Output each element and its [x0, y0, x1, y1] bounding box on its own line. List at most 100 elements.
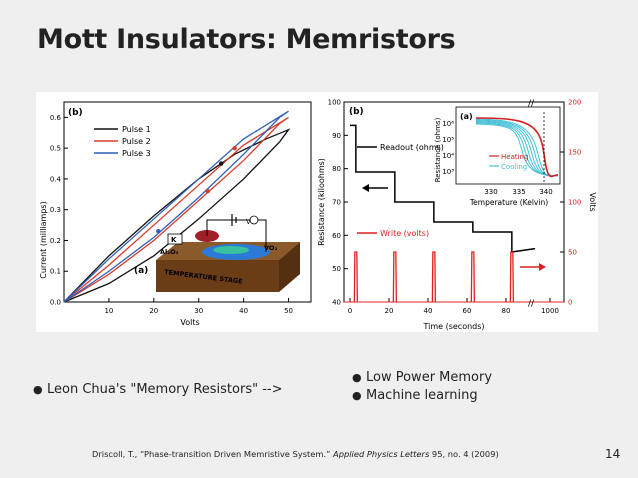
- legend-label-readout: Readout (ohms): [380, 143, 444, 152]
- bullet-item: ● Low Power Memory: [352, 368, 492, 386]
- res-y2-axis-label: Volts: [588, 192, 597, 211]
- bullet-dot-icon: ●: [352, 388, 362, 402]
- axis-break-top: //: [528, 99, 535, 109]
- bullet-dot-icon: ●: [352, 370, 362, 384]
- bullet-list-right: ● Low Power Memory ● Machine learning: [352, 368, 492, 404]
- device-inset: K V Al₂O₃ VO₂ TEMPERATURE STAGE (a): [134, 214, 300, 292]
- temp-inset-ytick-4: 10³: [442, 168, 454, 176]
- res-y-axis-label: Resistance (kiloohms): [317, 158, 326, 246]
- y-tick-label: 0.6: [50, 114, 62, 122]
- temp-inset-xtick-3: 340: [539, 188, 552, 196]
- iv-x-ticks: 10 20 30 40 50: [104, 298, 293, 315]
- bullet-text: Leon Chua's "Memory Resistors" -->: [47, 381, 283, 397]
- inset-label-vo2: VO₂: [264, 244, 277, 252]
- legend-label-pulse3: Pulse 3: [122, 149, 151, 158]
- y-tick-label: 0.2: [50, 237, 61, 245]
- y-tick-label: 100: [328, 99, 341, 107]
- direction-arrow-icon: [232, 145, 237, 151]
- axis-break-bottom: //: [528, 299, 535, 309]
- axis-break-marks: // //: [528, 99, 535, 309]
- inset-label-k: K: [171, 236, 177, 244]
- temp-inset-y-label: Resistance (ohms): [434, 117, 442, 182]
- direction-arrow-icon: [218, 161, 224, 166]
- temp-inset-panel-label: (a): [460, 112, 473, 121]
- y2-tick-label: 0: [568, 299, 572, 307]
- inset-label-al2o3: Al₂O₃: [160, 248, 179, 256]
- x-tick-label: 60: [463, 307, 472, 315]
- y-tick-label: 0.1: [50, 268, 61, 276]
- stage-side: [279, 242, 300, 292]
- x-tick-label: 1000: [541, 307, 559, 315]
- y-tick-label: 0.4: [50, 175, 62, 183]
- x-tick-label: 40: [424, 307, 433, 315]
- vo2-film-detail: [213, 246, 249, 254]
- iv-chart: (b) Volts Current (milliamps) 10 20 30 40 50…: [39, 101, 312, 327]
- res-y-ticks: 40 50 60 70 80 90 100: [328, 99, 348, 307]
- y2-tick-label: 200: [568, 99, 581, 107]
- y2-tick-label: 50: [568, 249, 577, 257]
- series-line-pulse2: [63, 116, 289, 303]
- y-tick-label: 40: [332, 299, 341, 307]
- x-tick-label: 50: [284, 307, 293, 315]
- direction-arrow-icon: [156, 229, 161, 234]
- series-line-pulse3: [63, 110, 289, 303]
- bullet-text: Low Power Memory: [366, 369, 493, 385]
- ammeter-icon: [249, 215, 259, 225]
- write-pulse: [470, 251, 475, 303]
- citation-journal: Applied Physics Letters: [333, 449, 430, 459]
- slide-title: Mott Insulators: Memristors: [37, 24, 456, 55]
- legend-label-heating: Heating: [501, 153, 528, 161]
- x-tick-label: 10: [104, 307, 113, 315]
- write-pulse: [431, 251, 436, 303]
- stage-front: [156, 260, 279, 292]
- x-tick-label: 40: [239, 307, 248, 315]
- iv-panel-label: (b): [68, 108, 83, 118]
- cooling-curve: [475, 123, 559, 177]
- series-line-pulse1: [63, 128, 291, 303]
- citation: Driscoll, T., “Phase-transition Driven M…: [92, 449, 499, 459]
- y-tick-label: 90: [332, 132, 341, 140]
- y-tick-label: 0.5: [50, 145, 61, 153]
- resistance-chart: (b) Time (seconds) Resistance (kiloohms)…: [317, 99, 597, 332]
- write-pulse: [353, 251, 358, 303]
- write-pulse: [392, 251, 397, 303]
- res-series: [344, 124, 564, 303]
- inset-panel-label: (a): [134, 266, 148, 276]
- legend-label-write: Write (volts): [380, 229, 429, 238]
- iv-series: [63, 110, 291, 303]
- x-tick-label: 20: [385, 307, 394, 315]
- citation-prefix: Driscoll, T., “Phase-transition Driven M…: [92, 449, 334, 459]
- y2-tick-label: 100: [568, 199, 581, 207]
- citation-suffix: 95, no. 4 (2009): [429, 449, 499, 459]
- res-x-axis-label: Time (seconds): [422, 322, 484, 331]
- inset-label-v: V: [246, 218, 251, 226]
- x-tick-label: 20: [149, 307, 158, 315]
- series-line-readout: [350, 124, 536, 253]
- bullet-item: ● Leon Chua's "Memory Resistors" -->: [33, 380, 282, 398]
- legend-label-cooling: Cooling: [501, 163, 527, 171]
- x-tick-label: 0: [348, 307, 352, 315]
- temp-inset-xtick-1: 330: [484, 188, 497, 196]
- write-pulse: [509, 251, 514, 303]
- bullet-dot-icon: ●: [33, 382, 43, 396]
- res-x-ticks: 0 20 40 60 80 1000: [348, 298, 559, 315]
- page-number: 14: [605, 447, 621, 461]
- y-tick-label: 0.3: [50, 206, 61, 214]
- iv-legend: Pulse 1 Pulse 2 Pulse 3: [94, 125, 151, 158]
- left-arrow-icon: [362, 184, 388, 192]
- x-tick-label: 80: [502, 307, 511, 315]
- temp-inset-ytick-1: 10⁶: [442, 120, 454, 128]
- iv-y-axis-label: Current (milliamps): [39, 201, 48, 278]
- iv-x-axis-label: Volts: [180, 318, 199, 327]
- y-tick-label: 60: [332, 232, 341, 240]
- temperature-inset: (a) Temperature (Kelvin) Resistance (ohm…: [434, 106, 561, 207]
- legend-label-pulse1: Pulse 1: [122, 125, 151, 134]
- y-tick-label: 50: [332, 265, 341, 273]
- y-tick-label: 80: [332, 165, 341, 173]
- x-tick-label: 30: [194, 307, 203, 315]
- y-tick-label: 70: [332, 199, 341, 207]
- temp-inset-xtick-2: 335: [512, 188, 525, 196]
- temp-inset-x-label: Temperature (Kelvin): [469, 198, 548, 207]
- bullet-list-left: ● Leon Chua's "Memory Resistors" -->: [33, 380, 282, 398]
- temp-inset-ytick-2: 10⁵: [442, 136, 454, 144]
